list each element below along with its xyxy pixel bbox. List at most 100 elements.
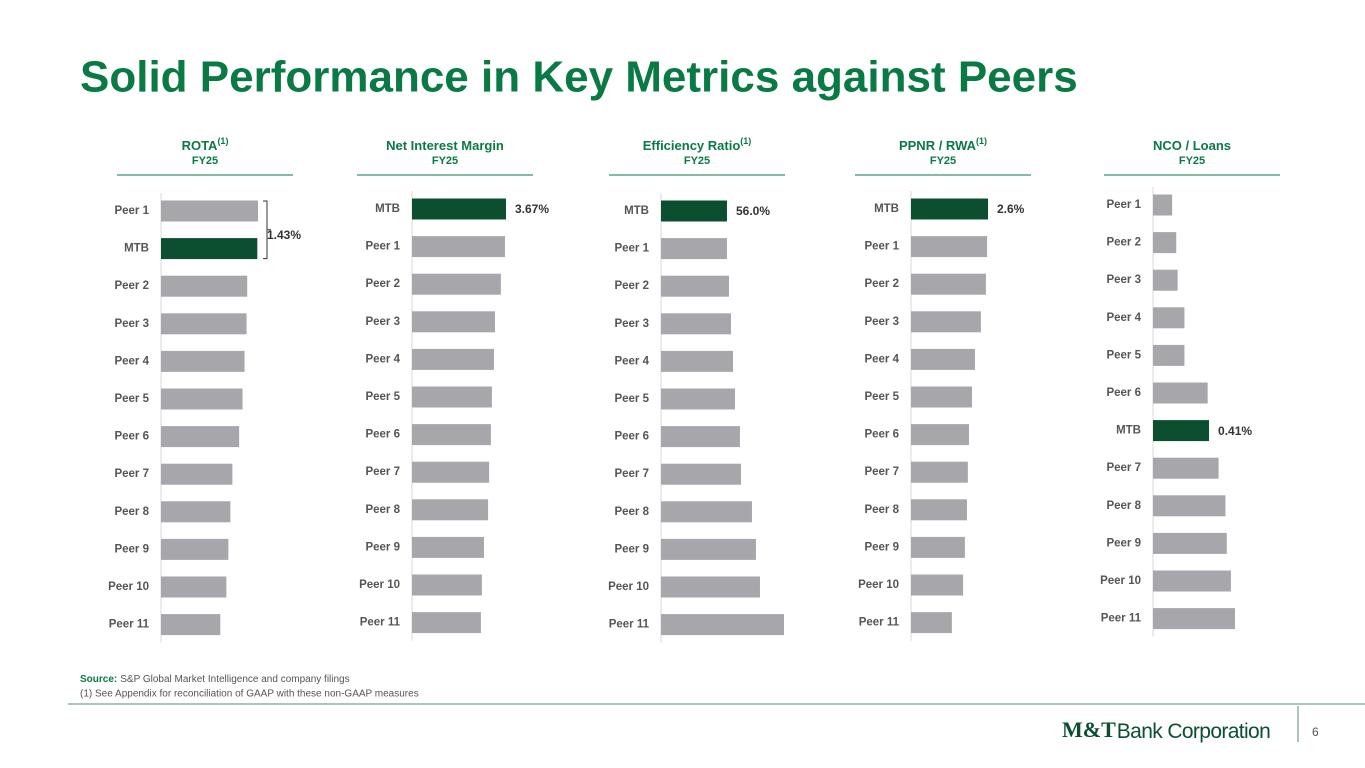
category-label: Peer 5	[864, 391, 899, 403]
source-label: Source:	[80, 674, 117, 685]
bar	[911, 348, 975, 370]
category-label: Peer 3	[864, 316, 899, 328]
logo-text: Bank Corporation	[1117, 720, 1271, 743]
category-label: Peer 4	[1106, 312, 1141, 324]
category-label: Peer 3	[114, 318, 149, 330]
value-label: 2.6%	[997, 202, 1025, 216]
chart-subtitle: FY25	[192, 155, 218, 167]
bar	[911, 236, 988, 258]
bar	[661, 576, 760, 598]
bar	[161, 238, 258, 260]
bar	[661, 501, 752, 523]
chart-title: Efficiency Ratio(1)	[643, 136, 752, 153]
bar	[661, 463, 741, 485]
chart-title-text: PPNR / RWA	[899, 138, 977, 153]
category-label: Peer 2	[864, 278, 899, 290]
value-label: 1.43%	[267, 228, 301, 242]
value-label: 0.41%	[1218, 424, 1252, 438]
category-label: Peer 6	[114, 431, 149, 443]
bar	[412, 198, 506, 220]
category-label: Peer 1	[864, 241, 899, 253]
category-label: Peer 6	[365, 429, 400, 441]
bar	[161, 200, 258, 222]
category-label: Peer 8	[614, 506, 649, 518]
bar	[412, 424, 491, 446]
category-label: Peer 10	[359, 579, 400, 591]
category-label: Peer 11	[1101, 613, 1142, 625]
bar	[412, 348, 494, 370]
category-label: Peer 8	[864, 504, 899, 516]
bar	[911, 198, 988, 220]
logo: M&TBank Corporation	[1062, 717, 1271, 743]
category-label: Peer 7	[365, 466, 400, 478]
category-label: Peer 1	[614, 243, 649, 255]
bar	[161, 614, 221, 636]
bar	[911, 461, 968, 483]
category-label: Peer 10	[1100, 575, 1141, 587]
value-label: 3.67%	[515, 202, 549, 216]
category-label: Peer 7	[864, 466, 899, 478]
category-label: Peer 7	[114, 468, 149, 480]
bar	[161, 350, 245, 372]
bar	[911, 612, 952, 634]
category-label: Peer 3	[365, 316, 400, 328]
bar	[161, 388, 243, 410]
bar	[661, 350, 733, 372]
category-label: Peer 3	[614, 318, 649, 330]
logo-mark: M&T	[1062, 717, 1116, 742]
category-label: Peer 9	[114, 543, 149, 555]
category-label: Peer 4	[365, 353, 400, 365]
category-label: Peer 4	[614, 355, 649, 367]
bar	[661, 238, 727, 260]
chart-subtitle: FY25	[1179, 155, 1205, 167]
category-label: MTB	[1116, 425, 1141, 437]
bar	[161, 538, 229, 560]
bar	[911, 536, 965, 558]
category-label: MTB	[375, 203, 400, 215]
bar	[161, 275, 248, 297]
category-label: Peer 4	[114, 355, 149, 367]
bar	[1153, 532, 1227, 554]
footnote: (1) See Appendix for reconciliation of G…	[80, 689, 419, 700]
category-label: Peer 5	[614, 393, 649, 405]
category-label: Peer 9	[614, 543, 649, 555]
category-label: Peer 8	[1106, 500, 1141, 512]
bar	[161, 313, 247, 335]
bar	[911, 424, 970, 446]
bar	[911, 499, 967, 521]
category-label: Peer 1	[114, 205, 149, 217]
chart-title-text: NCO / Loans	[1153, 138, 1231, 153]
category-label: Peer 6	[864, 429, 899, 441]
bar	[412, 461, 490, 483]
category-label: Peer 8	[365, 504, 400, 516]
category-label: Peer 11	[859, 617, 900, 629]
bar	[1153, 232, 1177, 254]
category-label: MTB	[124, 243, 149, 255]
category-label: Peer 3	[1106, 274, 1141, 286]
slide-title: Solid Performance in Key Metrics against…	[80, 53, 1078, 102]
category-label: Peer 2	[1106, 237, 1141, 249]
bar	[661, 200, 727, 222]
category-label: Peer 5	[365, 391, 400, 403]
bar	[911, 574, 964, 596]
source-text: S&P Global Market Intelligence and compa…	[120, 674, 349, 685]
bar	[1153, 420, 1210, 442]
category-label: Peer 1	[1106, 199, 1141, 211]
page-number: 6	[1312, 725, 1319, 739]
chart-title-text: Net Interest Margin	[386, 138, 504, 153]
category-label: Peer 7	[1106, 462, 1141, 474]
chart-title-text: Efficiency Ratio	[643, 138, 741, 153]
category-label: Peer 9	[864, 541, 899, 553]
bar	[661, 388, 735, 410]
category-label: Peer 9	[1106, 537, 1141, 549]
bar	[1153, 344, 1185, 366]
bar	[1153, 269, 1178, 291]
bar	[412, 499, 489, 521]
category-label: Peer 2	[614, 280, 649, 292]
bar	[412, 536, 484, 558]
category-label: Peer 1	[365, 241, 400, 253]
chart-subtitle: FY25	[432, 155, 458, 167]
bar	[661, 426, 740, 448]
